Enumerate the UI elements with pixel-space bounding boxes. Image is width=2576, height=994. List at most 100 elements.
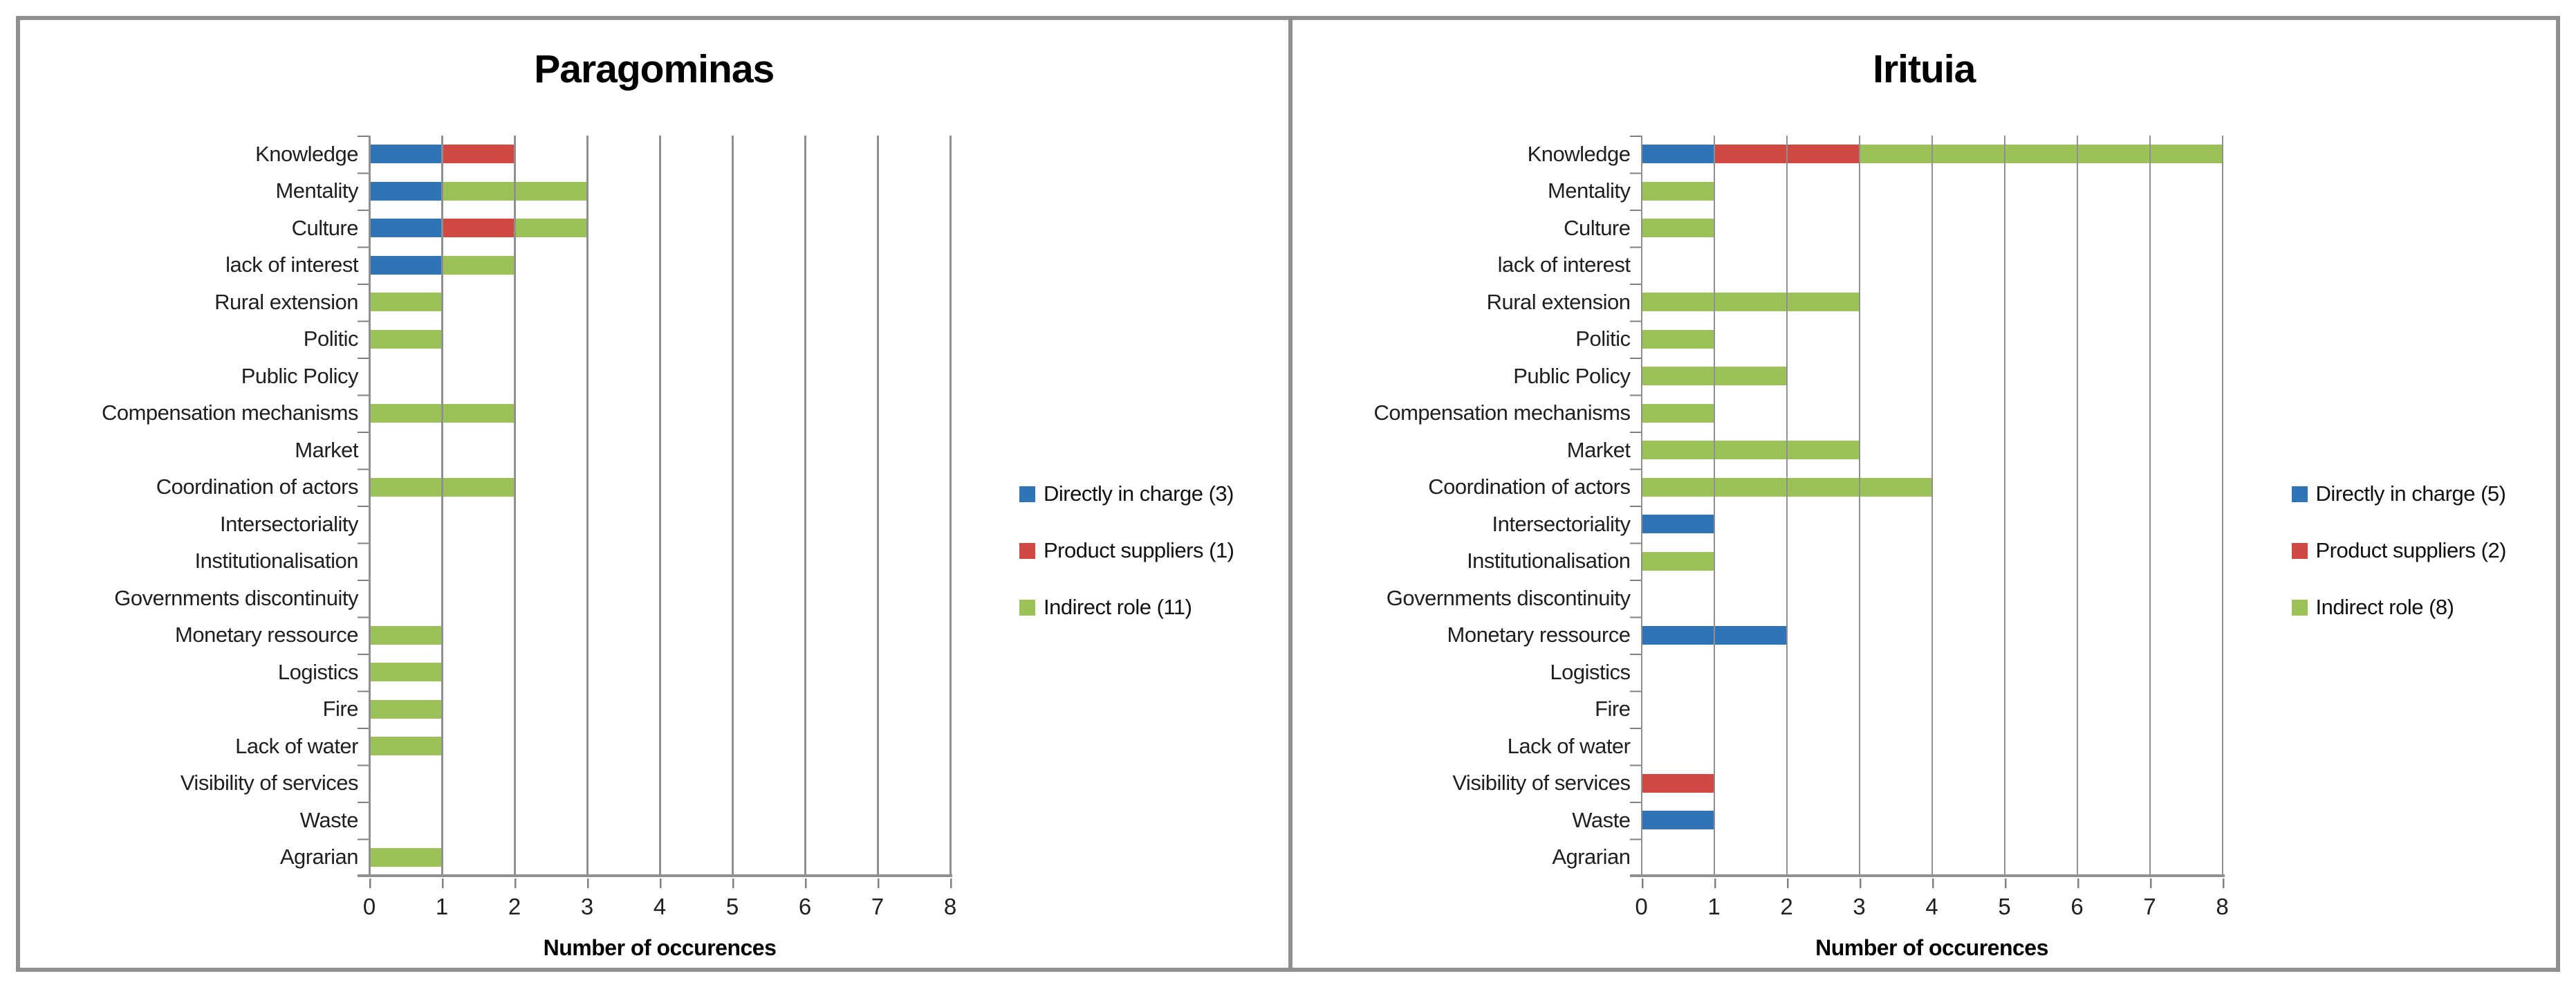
bar-row — [369, 765, 950, 802]
chart-title: Paragominas — [534, 47, 775, 91]
stacked-bar — [1642, 848, 2223, 867]
bar-row — [1641, 543, 2223, 580]
category-label: Rural extension — [214, 289, 358, 314]
category-axis-labels: Knowledge Mentality Culture lack of interes… — [20, 136, 369, 876]
stacked-bar — [369, 145, 950, 164]
chart-body: Knowledge Mentality Culture lack of interes… — [1292, 136, 2557, 961]
stacked-bar — [369, 552, 950, 571]
x-tick-label: 4 — [1925, 894, 1938, 919]
bar-row — [1641, 284, 2223, 321]
stacked-bar — [369, 329, 950, 349]
two-panel-bar-chart-figure: Paragominas Knowledge Mentality Culture lac… — [16, 16, 2560, 972]
category-label: Waste — [1572, 807, 1631, 832]
stacked-bar — [1641, 219, 2223, 238]
category-label: Monetary ressource — [1447, 623, 1631, 647]
bar-row — [369, 432, 950, 469]
x-axis-line — [1629, 874, 2225, 877]
x-axis-title: Number of occurences — [543, 935, 777, 960]
bar-row — [369, 543, 950, 580]
stacked-bar — [1641, 441, 2223, 460]
stacked-bar — [1642, 256, 2223, 275]
bar-segment — [369, 145, 442, 164]
x-axis-tick-marks — [369, 878, 952, 888]
legend-item: Directly in charge (5) — [2291, 481, 2506, 506]
x-tick-labels: 0 1 2 3 4 5 6 7 8 — [1635, 891, 2228, 927]
bar-row — [1641, 802, 2223, 839]
legend: Directly in charge (5) Product suppliers … — [2223, 481, 2557, 961]
legend-swatch — [2291, 486, 2308, 502]
stacked-bar — [1641, 145, 2223, 164]
bar-row — [1641, 506, 2223, 543]
bar-segment — [515, 219, 587, 238]
category-label: lack of interest — [225, 252, 358, 277]
chart-body: Knowledge Mentality Culture lack of interes… — [20, 136, 1288, 961]
bars-layer — [1641, 136, 2223, 876]
legend-item: Product suppliers (1) — [1019, 538, 1234, 563]
category-label: Intersectoriality — [220, 511, 358, 536]
stacked-bar — [369, 699, 950, 719]
x-axis-tick-marks — [1641, 878, 2225, 888]
category-label: Market — [295, 437, 358, 462]
x-tick-label: 5 — [725, 894, 739, 919]
legend: Directly in charge (3) Product suppliers … — [950, 481, 1288, 961]
bar-segment — [1641, 403, 1714, 423]
bar-segment — [1641, 441, 1860, 460]
bar-row — [1642, 247, 2223, 284]
bar-segment — [1641, 329, 1714, 349]
x-axis-title: Number of occurences — [1815, 935, 2048, 960]
category-label: Culture — [291, 215, 359, 240]
bar-segment — [1641, 515, 1714, 534]
plot-area — [1629, 136, 2225, 888]
bar-row — [369, 395, 950, 432]
category-label: Politic — [1575, 326, 1631, 351]
stacked-bar — [1641, 625, 2223, 645]
stacked-bar — [1642, 589, 2223, 607]
x-tick-label: 2 — [508, 894, 521, 919]
category-label: Public Policy — [241, 363, 359, 388]
x-tick-labels: 0 1 2 3 4 5 6 7 8 — [363, 891, 956, 927]
stacked-bar — [369, 367, 950, 385]
bar-segment — [1641, 293, 1860, 312]
stacked-bar — [1641, 811, 2223, 830]
bar-row — [369, 469, 950, 506]
bar-row — [1642, 839, 2223, 876]
stacked-bar — [369, 515, 950, 533]
stacked-bar — [369, 293, 950, 312]
plot-area — [358, 136, 952, 888]
bar-row — [369, 136, 950, 173]
stacked-bar — [369, 441, 950, 459]
category-label: Compensation mechanisms — [1373, 401, 1631, 425]
category-label: Public Policy — [1513, 363, 1631, 388]
legend-item: Indirect role (8) — [2291, 595, 2454, 620]
category-label: Lack of water — [1507, 733, 1631, 758]
bar-segment — [1641, 219, 1714, 238]
bar-segment — [369, 181, 442, 201]
bar-row — [1641, 432, 2223, 469]
category-label: Logistics — [277, 659, 359, 684]
stacked-bar — [369, 663, 950, 682]
bar-row — [369, 210, 950, 247]
stacked-bar — [1641, 329, 2223, 349]
category-label: Coordination of actors — [156, 475, 359, 499]
legend-swatch — [1019, 486, 1035, 502]
category-label: Compensation mechanisms — [101, 401, 359, 425]
chart-panel-paragominas: Paragominas Knowledge Mentality Culture lac… — [20, 20, 1288, 968]
x-tick-label: 3 — [580, 894, 594, 919]
category-label: Agrarian — [279, 845, 359, 869]
legend-label: Indirect role (8) — [2315, 595, 2454, 619]
category-label: Institutionalisation — [1467, 549, 1631, 573]
stacked-bar — [1641, 181, 2223, 201]
x-axis-line — [358, 874, 952, 877]
legend-label: Indirect role (11) — [1044, 595, 1192, 619]
chart-title: Irituia — [1873, 47, 1976, 91]
bar-segment — [1641, 477, 1932, 497]
category-label: Institutionalisation — [194, 549, 359, 573]
bars-layer — [369, 136, 950, 876]
bar-segment — [1859, 145, 2223, 164]
bar-segment — [442, 219, 515, 238]
x-tick-label: 5 — [1998, 894, 2011, 919]
stacked-bar — [369, 737, 950, 756]
x-tick-label: 8 — [943, 894, 957, 919]
bar-segment — [369, 329, 442, 349]
bar-segment — [369, 737, 442, 756]
